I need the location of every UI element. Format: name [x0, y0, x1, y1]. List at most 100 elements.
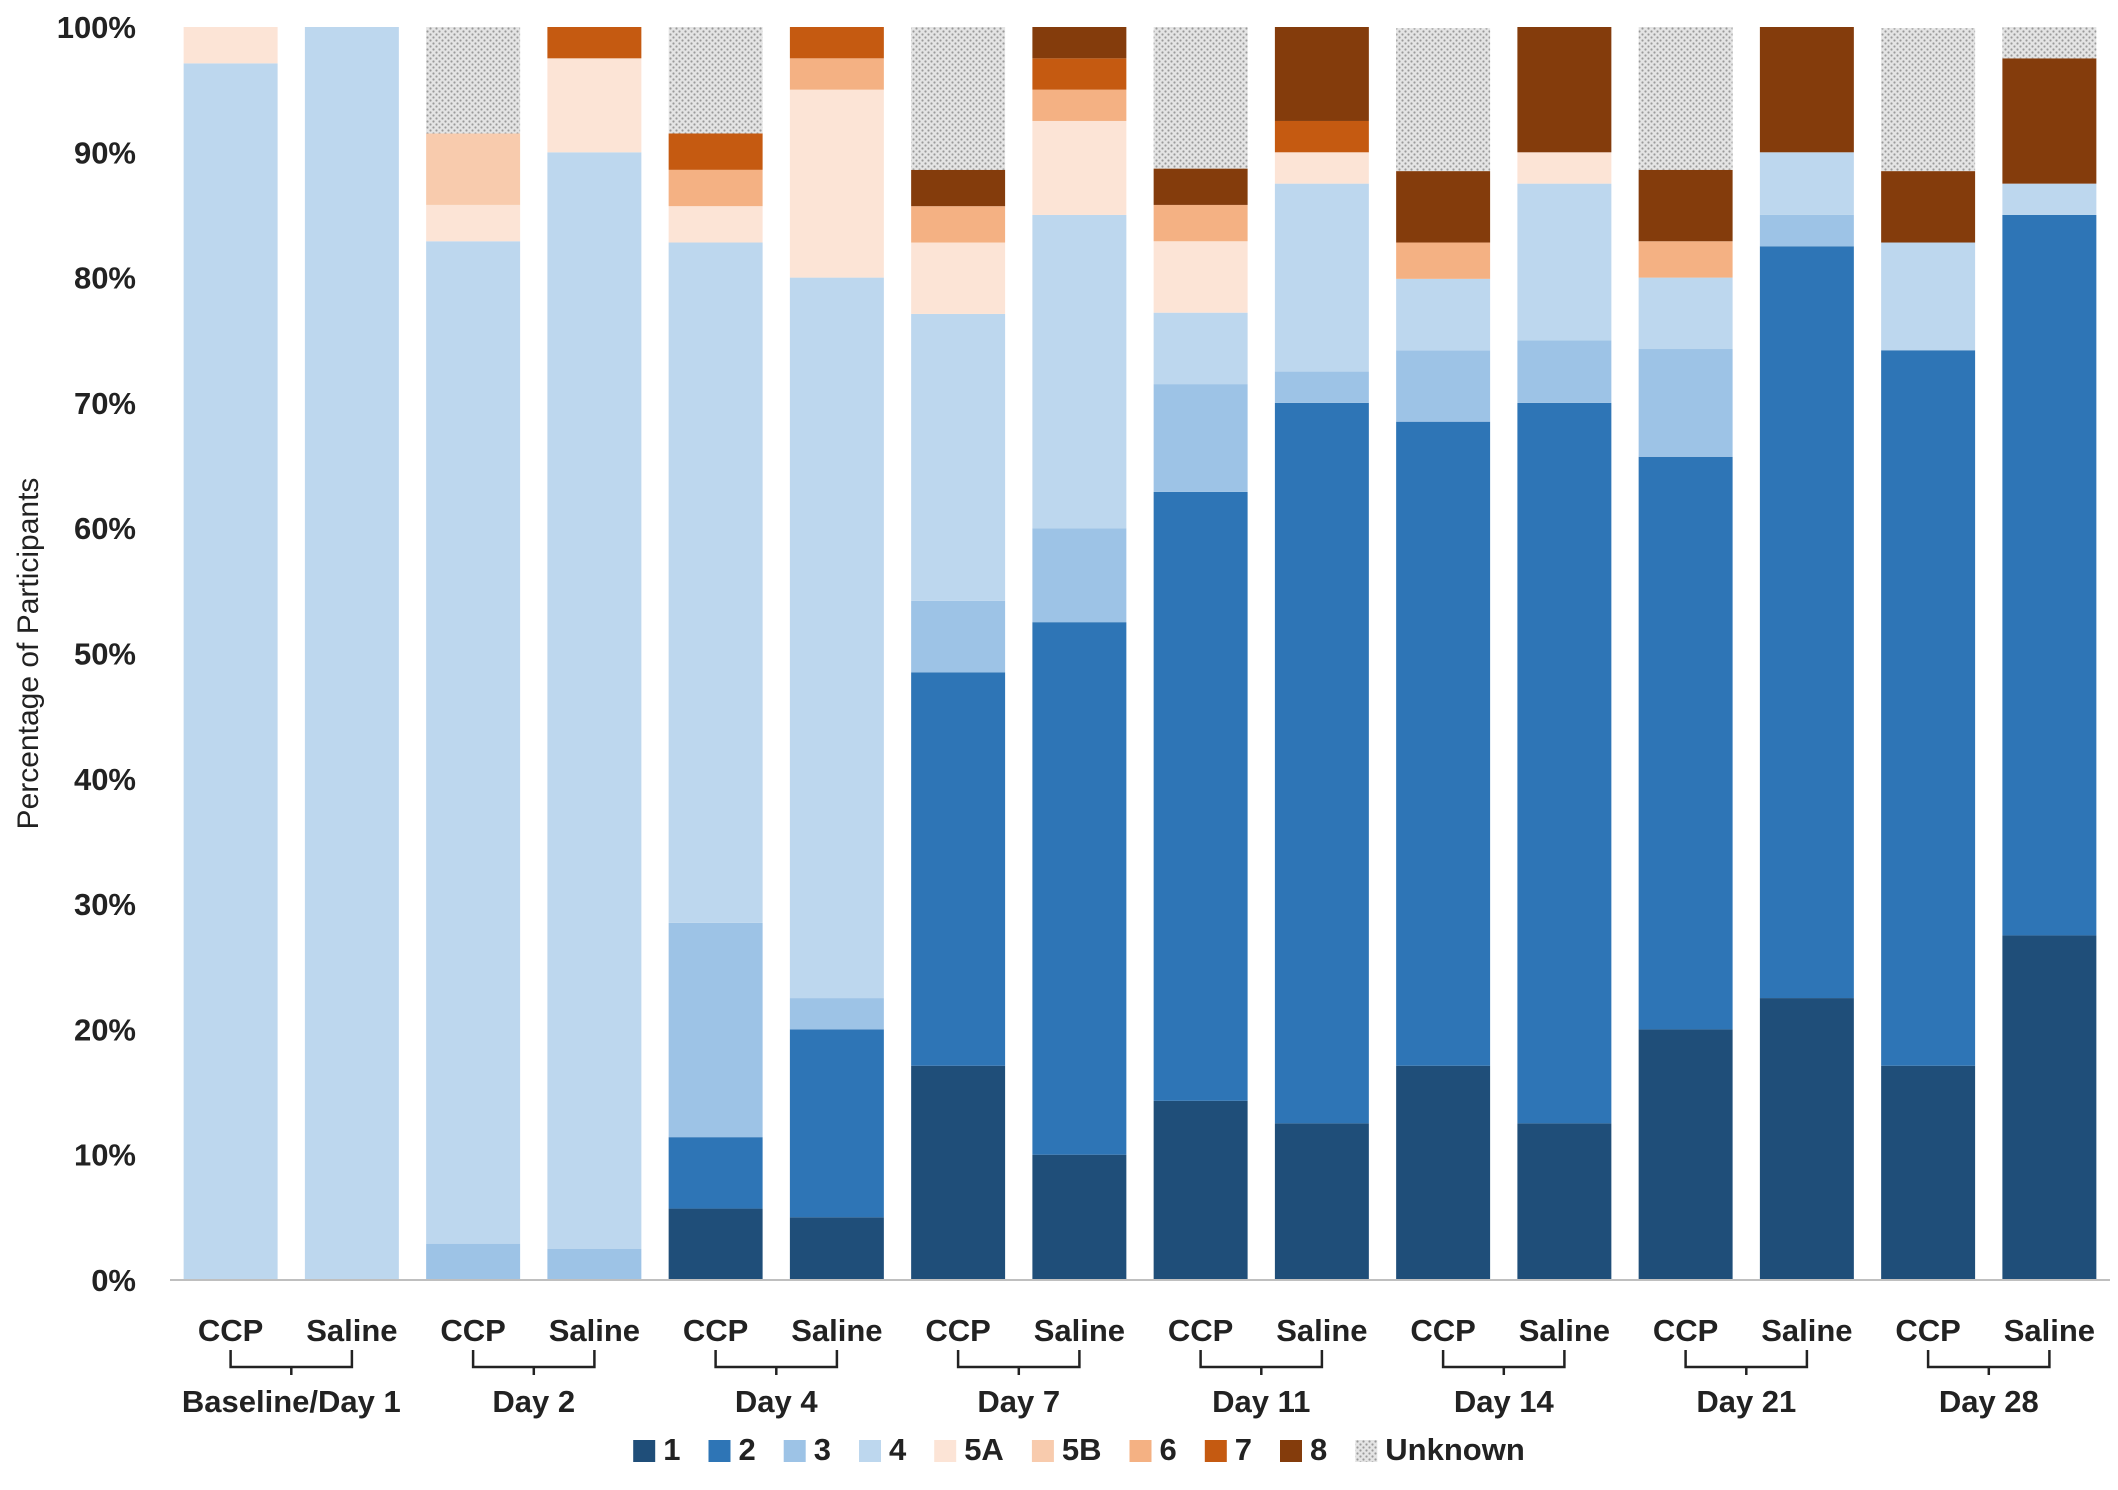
legend-label: 4: [889, 1432, 907, 1467]
bar-segment-8: [1759, 27, 1854, 153]
legend-swatch-8: [1280, 1440, 1302, 1462]
bar-segment-5a: [911, 242, 1006, 314]
bar-segment-unknown: [426, 27, 521, 134]
x-group-label: Day 14: [1454, 1384, 1555, 1419]
bar-segment-4: [1759, 152, 1854, 215]
x-category-label: CCP: [1653, 1313, 1718, 1348]
bar-segment-7: [668, 133, 763, 170]
bar-segment-1: [1153, 1100, 1248, 1280]
group-bracket: [1926, 1350, 2051, 1369]
bar-segment-5a: [1153, 241, 1248, 313]
bar-segment-2: [911, 672, 1006, 1066]
x-category-label: CCP: [683, 1313, 748, 1348]
bar-segment-1: [1881, 1065, 1976, 1280]
x-category-label: Saline: [1276, 1313, 1367, 1348]
group-bracket: [471, 1350, 596, 1369]
y-axis: 0% 10% 20% 30% 40% 50% 60% 70% 80% 90% 100%: [57, 10, 136, 1298]
x-group-label: Day 7: [977, 1384, 1060, 1419]
y-tick-label: 90%: [74, 135, 136, 170]
bar-segment-2: [1638, 456, 1733, 1030]
bar-segment-4: [1153, 312, 1248, 385]
legend-swatch-6: [1129, 1440, 1152, 1462]
y-tick-label: 30%: [74, 887, 136, 922]
bar-segment-8: [911, 169, 1006, 207]
bar-segment-5a: [547, 58, 642, 153]
x-group-label: Baseline/Day 1: [182, 1384, 401, 1419]
bar-segment-5a: [1274, 152, 1369, 184]
bar-segment-8: [1638, 169, 1733, 242]
legend-swatch-7: [1204, 1440, 1227, 1462]
group-bracket: [1441, 1350, 1566, 1369]
bar-segment-4: [2002, 183, 2097, 215]
bar-segment-2: [1153, 491, 1248, 1101]
bar-segment-8: [1517, 27, 1612, 153]
x-axis-labels: CCP Saline CCP Saline CCP Saline CCP Saline CCP S…: [182, 1313, 2095, 1419]
legend-label: 2: [739, 1432, 756, 1467]
bar-segment-4: [304, 27, 399, 1280]
bar-segment-3: [426, 1243, 521, 1280]
y-tick-label: 10%: [74, 1138, 136, 1173]
bar-segment-2: [1032, 622, 1127, 1155]
bar-segment-1: [1274, 1123, 1369, 1281]
bar-segment-4: [426, 241, 521, 1244]
bar-segment-3: [668, 922, 763, 1138]
bars-layer: [183, 27, 2097, 1281]
y-tick-label: 20%: [74, 1012, 136, 1047]
x-group-label: Day 2: [492, 1384, 575, 1419]
bar-segment-4: [547, 152, 642, 1249]
legend-swatch-2: [708, 1440, 731, 1462]
bar-segment-1: [2002, 935, 2097, 1280]
legend-label: 8: [1310, 1432, 1327, 1467]
bar-segment-4: [1274, 183, 1369, 372]
bar-segment-4: [1517, 183, 1612, 341]
x-category-label: CCP: [1410, 1313, 1475, 1348]
legend-swatch-3: [783, 1440, 806, 1462]
x-category-label: CCP: [1168, 1313, 1233, 1348]
group-bracket: [229, 1350, 354, 1369]
bar-segment-unknown: [1881, 28, 1976, 172]
bar-segment-1: [1638, 1029, 1733, 1280]
bar-segment-6: [668, 169, 763, 207]
legend-label: 6: [1160, 1432, 1177, 1467]
legend-swatch-4: [859, 1440, 881, 1462]
bar-segment-5a: [1032, 120, 1127, 215]
bar-segment-5a: [789, 89, 884, 278]
bar-segment-6: [1032, 89, 1127, 121]
bar-segment-2: [1881, 350, 1976, 1066]
bar-segment-5a: [1517, 152, 1612, 184]
bar-segment-1: [911, 1065, 1006, 1280]
bar-segment-5a: [426, 204, 521, 242]
bar-segment-2: [789, 1029, 884, 1218]
bar-segment-6: [789, 58, 884, 90]
bar-segment-8: [1881, 171, 1976, 243]
x-group-label: Day 21: [1696, 1384, 1796, 1419]
bar-segment-3: [789, 998, 884, 1030]
bar-segment-2: [2002, 214, 2097, 936]
legend-label: Unknown: [1385, 1432, 1525, 1467]
bar-segment-4: [668, 242, 763, 923]
legend-label: 5B: [1062, 1432, 1102, 1467]
bar-segment-7: [547, 27, 642, 59]
bar-segment-4: [789, 277, 884, 999]
x-category-label: Saline: [1761, 1313, 1852, 1348]
bar-segment-3: [1638, 349, 1733, 457]
x-group-label: Day 4: [735, 1384, 818, 1419]
y-tick-label: 0%: [91, 1263, 136, 1298]
bar-segment-3: [911, 600, 1006, 673]
legend-swatch-5a: [934, 1440, 957, 1462]
x-category-label: Saline: [791, 1313, 882, 1348]
legend-swatch-unknown: [1355, 1440, 1378, 1462]
bar-segment-6: [1153, 204, 1248, 242]
bar-segment-1: [1396, 1065, 1491, 1280]
bar-segment-unknown: [2002, 27, 2097, 59]
bar-segment-unknown: [1396, 28, 1491, 172]
bar-segment-3: [547, 1248, 642, 1280]
x-category-label: Saline: [1034, 1313, 1125, 1348]
group-bracket: [714, 1350, 839, 1369]
bar-segment-3: [1274, 371, 1369, 403]
x-category-label: CCP: [198, 1313, 263, 1348]
x-category-label: Saline: [549, 1313, 640, 1348]
bar-segment-1: [1759, 998, 1854, 1280]
bar-segment-2: [1517, 402, 1612, 1124]
